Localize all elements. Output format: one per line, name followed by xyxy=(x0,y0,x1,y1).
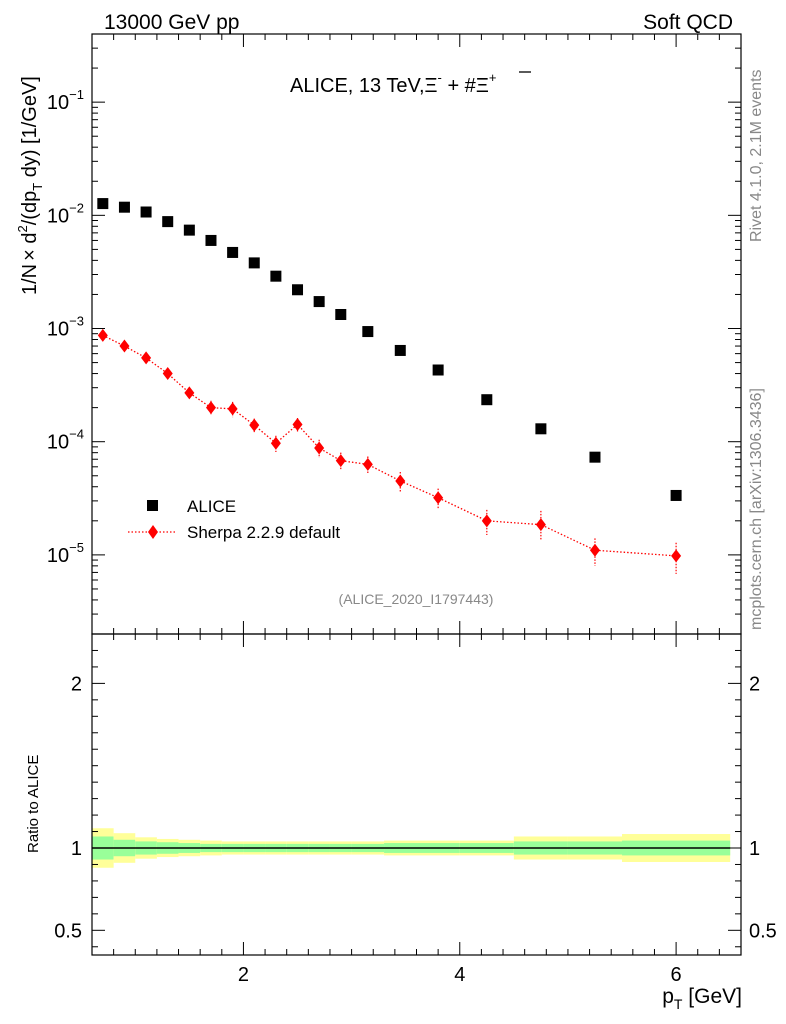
data-point-alice xyxy=(589,451,601,463)
data-point-alice xyxy=(227,246,239,258)
y-tick-label: 10−4 xyxy=(47,427,84,454)
analysis-watermark: (ALICE_2020_I1797443) xyxy=(339,591,494,607)
header-left: 13000 GeV pp xyxy=(104,11,239,34)
data-point-sherpa xyxy=(249,418,260,432)
data-point-alice xyxy=(313,296,325,308)
ratio-y-tick-label-left: 2 xyxy=(71,673,82,695)
data-point-sherpa xyxy=(433,491,444,505)
data-point-alice xyxy=(248,257,260,269)
data-point-alice xyxy=(205,234,217,246)
legend-label-sherpa: Sherpa 2.2.9 default xyxy=(187,523,340,542)
data-point-sherpa xyxy=(119,339,130,353)
data-point-alice xyxy=(292,284,304,296)
x-tick-label: 2 xyxy=(238,964,249,986)
data-point-sherpa xyxy=(292,417,303,431)
ratio-y-label: Ratio to ALICE xyxy=(25,755,42,853)
y-tick-label: 10−1 xyxy=(47,87,84,114)
data-point-sherpa xyxy=(535,518,546,532)
ratio-y-tick-label-right: 0.5 xyxy=(749,920,777,942)
data-point-alice xyxy=(118,201,130,213)
data-point-alice xyxy=(362,326,374,338)
side-text-rivet: Rivet 4.1.0, 2.1M events xyxy=(748,69,765,242)
data-point-sherpa xyxy=(314,441,325,455)
y-tick-label: 10−5 xyxy=(47,540,84,567)
y-axis-label: 1/N× d2/(dpT dy) [1/GeV] xyxy=(15,76,45,295)
data-point-alice xyxy=(183,224,195,236)
legend-label-alice: ALICE xyxy=(187,497,236,516)
ratio-y-tick-label-right: 1 xyxy=(749,838,760,860)
data-point-sherpa xyxy=(141,351,152,365)
data-point-sherpa xyxy=(395,474,406,488)
header-right: Soft QCD xyxy=(643,11,733,34)
data-point-sherpa xyxy=(589,543,600,557)
data-point-sherpa xyxy=(481,514,492,528)
data-point-sherpa xyxy=(671,549,682,563)
legend-marker-alice xyxy=(147,500,158,511)
data-point-alice xyxy=(335,308,347,320)
data-point-sherpa xyxy=(184,386,195,400)
data-point-alice xyxy=(481,394,493,406)
data-point-sherpa xyxy=(362,457,373,471)
y-tick-label: 10−3 xyxy=(47,314,84,341)
data-point-sherpa xyxy=(162,367,173,381)
data-point-alice xyxy=(140,206,152,218)
side-text-mcplots: mcplots.cern.ch [arXiv:1306.3436] xyxy=(748,388,765,630)
data-point-sherpa xyxy=(205,401,216,415)
data-point-alice xyxy=(162,216,174,228)
ratio-y-tick-label-right: 2 xyxy=(749,673,760,695)
data-point-alice xyxy=(270,270,282,282)
main-plot-frame xyxy=(91,33,742,635)
data-point-sherpa xyxy=(270,436,281,450)
data-point-sherpa xyxy=(335,454,346,468)
plot-title: ALICE, 13 TeV,Ξ- + #Ξ+ xyxy=(290,70,496,97)
x-tick-label: 4 xyxy=(454,964,465,986)
data-point-alice xyxy=(97,198,109,210)
data-point-sherpa xyxy=(97,328,108,342)
legend-marker-sherpa xyxy=(148,525,158,539)
data-point-alice xyxy=(432,364,444,376)
x-tick-label: 6 xyxy=(671,964,682,986)
data-point-alice xyxy=(535,423,547,435)
data-point-sherpa xyxy=(227,402,238,416)
data-point-alice xyxy=(394,344,406,356)
data-point-alice xyxy=(670,489,682,501)
ratio-y-tick-label-left: 1 xyxy=(71,838,82,860)
x-axis-label: pT [GeV] xyxy=(662,985,742,1012)
ratio-y-tick-label-left: 0.5 xyxy=(54,920,82,942)
ratio-plot-frame xyxy=(91,633,742,956)
y-tick-label: 10−2 xyxy=(47,200,84,227)
